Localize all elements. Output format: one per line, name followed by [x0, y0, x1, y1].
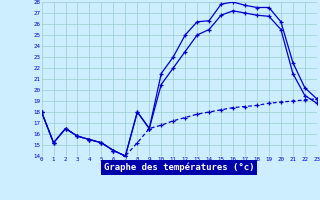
X-axis label: Graphe des températures (°c): Graphe des températures (°c): [104, 162, 254, 172]
